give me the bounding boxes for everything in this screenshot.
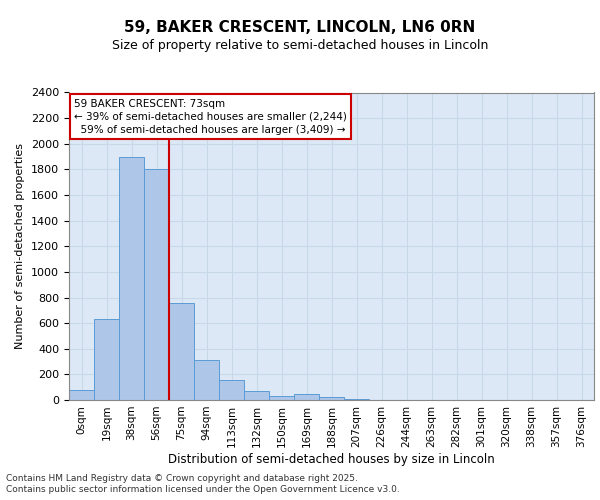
Bar: [219, 380, 244, 400]
Bar: [94, 320, 119, 400]
Bar: [269, 396, 294, 400]
Text: 59 BAKER CRESCENT: 73sqm
← 39% of semi-detached houses are smaller (2,244)
  59%: 59 BAKER CRESCENT: 73sqm ← 39% of semi-d…: [74, 98, 347, 135]
X-axis label: Distribution of semi-detached houses by size in Lincoln: Distribution of semi-detached houses by …: [168, 452, 495, 466]
Bar: [244, 391, 269, 400]
Text: Contains HM Land Registry data © Crown copyright and database right 2025.: Contains HM Land Registry data © Crown c…: [6, 474, 358, 483]
Bar: [169, 302, 194, 400]
Y-axis label: Number of semi-detached properties: Number of semi-detached properties: [16, 143, 25, 349]
Text: 59, BAKER CRESCENT, LINCOLN, LN6 0RN: 59, BAKER CRESCENT, LINCOLN, LN6 0RN: [124, 20, 476, 35]
Text: Contains public sector information licensed under the Open Government Licence v3: Contains public sector information licen…: [6, 486, 400, 494]
Bar: [69, 390, 94, 400]
Bar: [144, 170, 169, 400]
Text: Size of property relative to semi-detached houses in Lincoln: Size of property relative to semi-detach…: [112, 38, 488, 52]
Bar: [319, 398, 344, 400]
Bar: [294, 394, 319, 400]
Bar: [194, 360, 219, 400]
Bar: [119, 156, 144, 400]
